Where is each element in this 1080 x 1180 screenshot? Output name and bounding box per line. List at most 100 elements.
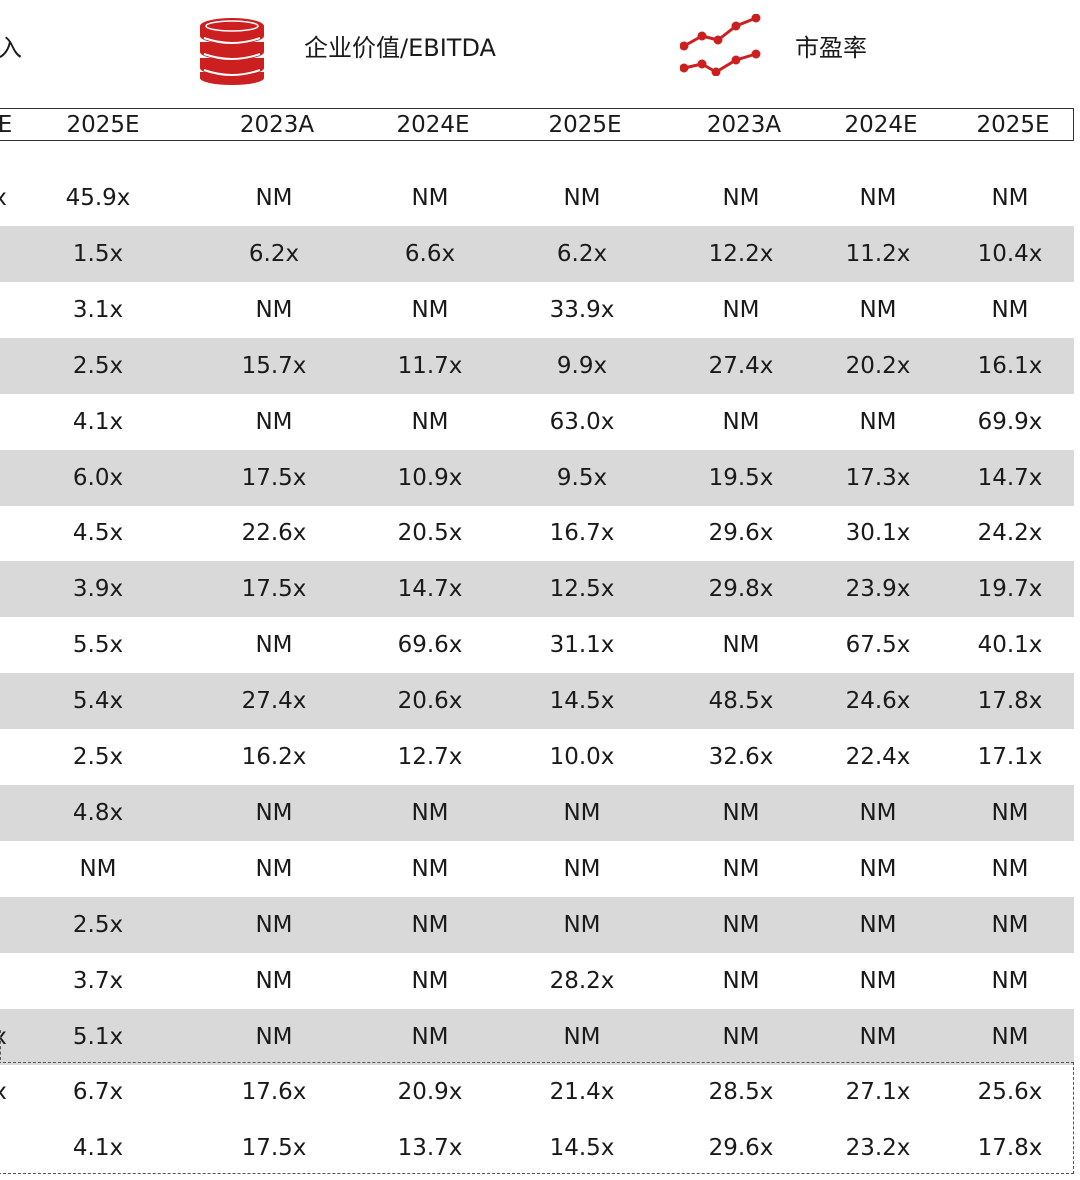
cell-pe-2024e: NM <box>859 911 897 938</box>
header-pe-2023a: 2023A <box>706 112 782 138</box>
table-row: x 45.9x NM NM NM NM NM NM <box>0 170 1074 226</box>
cell-pe-2025e: 17.8x <box>977 1135 1043 1162</box>
cell-pe-2025e: 25.6x <box>977 1079 1043 1106</box>
cell-ev-2023a: NM <box>255 1023 293 1050</box>
header-partial-col: E <box>0 112 13 138</box>
cell-ev-2023a: NM <box>255 296 293 323</box>
table-row: 2.5x 16.2x 12.7x 10.0x 32.6x 22.4x 17.1x <box>0 729 1074 785</box>
cell-pe-2024e: 11.2x <box>845 240 911 267</box>
summary-divider <box>0 1030 7 1060</box>
cell-ev-2024e: NM <box>411 799 449 826</box>
cell-pe-2023a: 29.6x <box>708 1135 774 1162</box>
cell-ev-2023a: NM <box>255 911 293 938</box>
cell-pe-2023a: NM <box>722 1023 760 1050</box>
table-row: 3.9x 17.5x 14.7x 12.5x 29.8x 23.9x 19.7x <box>0 561 1074 618</box>
cell-ev-2025e: 12.5x <box>549 576 615 603</box>
cell-ev-2024e: NM <box>411 855 449 882</box>
cell-2025e: 6.7x <box>72 1079 124 1106</box>
cell-pe-2023a: 27.4x <box>708 352 774 379</box>
cell-pe-2024e: NM <box>859 799 897 826</box>
table-row: 3.7x NM NM 28.2x NM NM NM <box>0 953 1074 1009</box>
cell-pe-2025e: 14.7x <box>977 464 1043 491</box>
cell-ev-2024e: 10.9x <box>397 464 463 491</box>
cell-ev-2025e: NM <box>563 1023 601 1050</box>
cell-2025e: NM <box>79 855 117 882</box>
header-ev-2024e: 2024E <box>396 112 470 138</box>
cell-pe-2023a: NM <box>722 911 760 938</box>
cell-ev-2024e: 13.7x <box>397 1135 463 1162</box>
cell-ev-2023a: 22.6x <box>241 520 307 547</box>
cell-2025e: 4.1x <box>72 1135 124 1162</box>
cell-pe-2025e: NM <box>991 296 1029 323</box>
cell-pe-2024e: NM <box>859 296 897 323</box>
header-col-2025e: 2025E <box>66 112 140 138</box>
cell-2025e: 5.4x <box>72 688 124 715</box>
cell-ev-2025e: NM <box>563 799 601 826</box>
cell-ev-2025e: 9.5x <box>556 464 608 491</box>
cell-pe-2023a: 29.8x <box>708 576 774 603</box>
cell-ev-2023a: 17.6x <box>241 1079 307 1106</box>
cell-pe-2025e: 19.7x <box>977 576 1043 603</box>
cell-2025e: 45.9x <box>65 185 131 211</box>
cell-ev-2024e: 11.7x <box>397 352 463 379</box>
cell-pe-2023a: 48.5x <box>708 688 774 715</box>
line-chart-icon <box>680 14 761 76</box>
header-pe-2025e: 2025E <box>976 112 1050 138</box>
cell-pe-2025e: NM <box>991 185 1029 211</box>
cell-pe-2023a: NM <box>722 185 760 211</box>
cell-2025e: 3.7x <box>72 967 124 994</box>
table-row: 4.1x 17.5x 13.7x 14.5x 29.6x 23.2x 17.8x <box>0 1120 1074 1176</box>
cell-ev-2024e: NM <box>411 911 449 938</box>
table-row: 6.0x 17.5x 10.9x 9.5x 19.5x 17.3x 14.7x <box>0 449 1074 506</box>
cell-ev-2024e: 20.9x <box>397 1079 463 1106</box>
cell-ev-2025e: 63.0x <box>549 408 615 435</box>
cell-ev-2023a: NM <box>255 855 293 882</box>
cell-ev-2023a: NM <box>255 799 293 826</box>
cell-ev-2025e: 31.1x <box>549 632 615 659</box>
table-header-row: E 2025E 2023A 2024E 2025E 2023A 2024E 20… <box>0 108 1074 141</box>
cell-ev-2025e: NM <box>563 911 601 938</box>
cell-pe-2024e: 22.4x <box>845 744 911 770</box>
legend-ev-ebitda-label: 企业价值/EBITDA <box>304 34 496 62</box>
cell-pe-2024e: 20.2x <box>845 352 911 379</box>
header-ev-2025e: 2025E <box>548 112 622 138</box>
cell-ev-2023a: 16.2x <box>241 744 307 770</box>
cell-ev-2024e: 12.7x <box>397 744 463 770</box>
cell-pe-2024e: 17.3x <box>845 464 911 491</box>
cell-ev-2024e: NM <box>411 1023 449 1050</box>
cell-ev-2025e: 10.0x <box>549 744 615 770</box>
cell-pe-2025e: 17.8x <box>977 688 1043 715</box>
cell-ev-2023a: 6.2x <box>248 240 300 267</box>
cell-pe-2024e: 67.5x <box>845 632 911 659</box>
cell-pe-2024e: NM <box>859 1023 897 1050</box>
cell-ev-2023a: NM <box>255 408 293 435</box>
cell-partial: x <box>0 1022 7 1052</box>
cell-ev-2024e: 20.6x <box>397 688 463 715</box>
cell-pe-2023a: 32.6x <box>708 744 774 770</box>
cell-pe-2024e: NM <box>859 855 897 882</box>
table-row: 2.5x 15.7x 11.7x 9.9x 27.4x 20.2x 16.1x <box>0 337 1074 394</box>
cell-pe-2024e: 23.9x <box>845 576 911 603</box>
cell-pe-2023a: NM <box>722 799 760 826</box>
cell-pe-2023a: 28.5x <box>708 1079 774 1106</box>
cell-ev-2025e: 33.9x <box>549 296 615 323</box>
cell-pe-2024e: 30.1x <box>845 520 911 547</box>
cell-ev-2025e: 28.2x <box>549 967 615 994</box>
cell-2025e: 5.1x <box>72 1023 124 1050</box>
legend-partial-label: 入 <box>0 34 22 62</box>
cell-pe-2025e: 24.2x <box>977 520 1043 547</box>
cell-ev-2024e: 69.6x <box>397 632 463 659</box>
cell-pe-2024e: NM <box>859 408 897 435</box>
table-row: NM NM NM NM NM NM NM <box>0 841 1074 897</box>
header-ev-2023a: 2023A <box>239 112 315 138</box>
cell-ev-2025e: 6.2x <box>556 240 608 267</box>
cell-2025e: 1.5x <box>72 240 124 267</box>
cell-ev-2024e: NM <box>411 185 449 211</box>
cell-pe-2024e: 24.6x <box>845 688 911 715</box>
cell-pe-2025e: 69.9x <box>977 408 1043 435</box>
cell-ev-2025e: NM <box>563 855 601 882</box>
cell-pe-2024e: 27.1x <box>845 1079 911 1106</box>
cell-pe-2023a: NM <box>722 855 760 882</box>
coin-stack-icon <box>200 18 264 85</box>
cell-ev-2025e: 9.9x <box>556 352 608 379</box>
